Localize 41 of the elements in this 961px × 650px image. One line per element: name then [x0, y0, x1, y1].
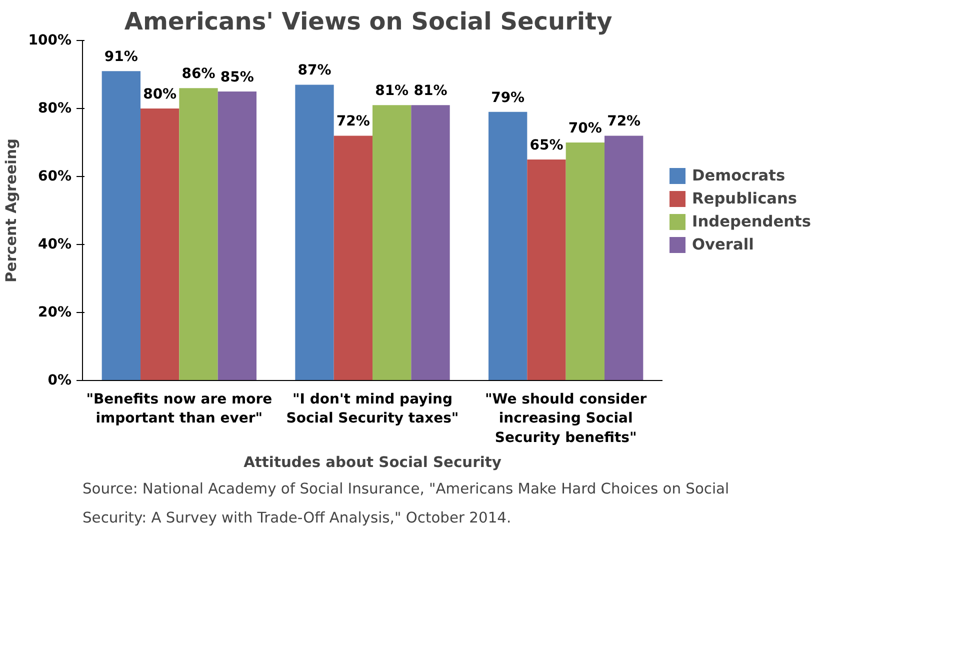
data-label: 65%	[530, 138, 564, 154]
bar	[527, 160, 566, 380]
legend-label: Overall	[692, 236, 754, 254]
bar	[179, 88, 218, 380]
y-tick-label: 0%	[48, 372, 72, 388]
bar	[604, 136, 644, 380]
data-label: 72%	[607, 114, 641, 130]
y-axis-title: Percent Agreeing	[3, 138, 20, 282]
source-note: Source: National Academy of Social Insurance, "Americans Make Hard Choices on Social Security: A Survey with Trade-Off Analysis," October 2014.	[82, 480, 730, 526]
data-label: 80%	[143, 86, 177, 102]
data-label: 81%	[414, 83, 448, 100]
legend-label: Democrats	[692, 166, 786, 184]
data-label: 86%	[182, 66, 216, 82]
data-label: 79%	[491, 90, 525, 106]
y-tick-label: 80%	[38, 100, 72, 116]
x-tick-label: "Benefits now are more important than ever"	[86, 392, 272, 427]
bar	[218, 92, 256, 380]
y-tick-label: 100%	[28, 32, 72, 48]
data-label: 91%	[104, 49, 138, 66]
y-tick-label: 40%	[38, 236, 72, 252]
x-axis-title: Attitudes about Social Security	[244, 454, 502, 471]
data-label: 87%	[298, 62, 332, 79]
bar	[334, 136, 372, 380]
x-tick-label: "We should consider increasing Social Security benefits"	[485, 392, 647, 446]
y-tick-label: 60%	[38, 168, 72, 184]
y-tick-label: 20%	[38, 304, 72, 320]
bar	[140, 108, 180, 380]
legend-label: Republicans	[692, 190, 798, 208]
chart-title: Americans' Views on Social Security	[124, 8, 613, 36]
data-label: 72%	[336, 114, 370, 130]
bar	[566, 142, 604, 380]
bar	[411, 105, 450, 380]
bar	[102, 71, 140, 380]
bar	[488, 112, 528, 380]
x-tick-label: "I don't mind paying Social Security taxes"	[286, 392, 459, 427]
bar	[295, 84, 334, 380]
data-label: 81%	[375, 83, 409, 100]
data-label: 70%	[568, 120, 602, 136]
data-label: 85%	[220, 70, 254, 86]
legend-label: Independents	[692, 212, 811, 230]
bar	[372, 105, 412, 380]
